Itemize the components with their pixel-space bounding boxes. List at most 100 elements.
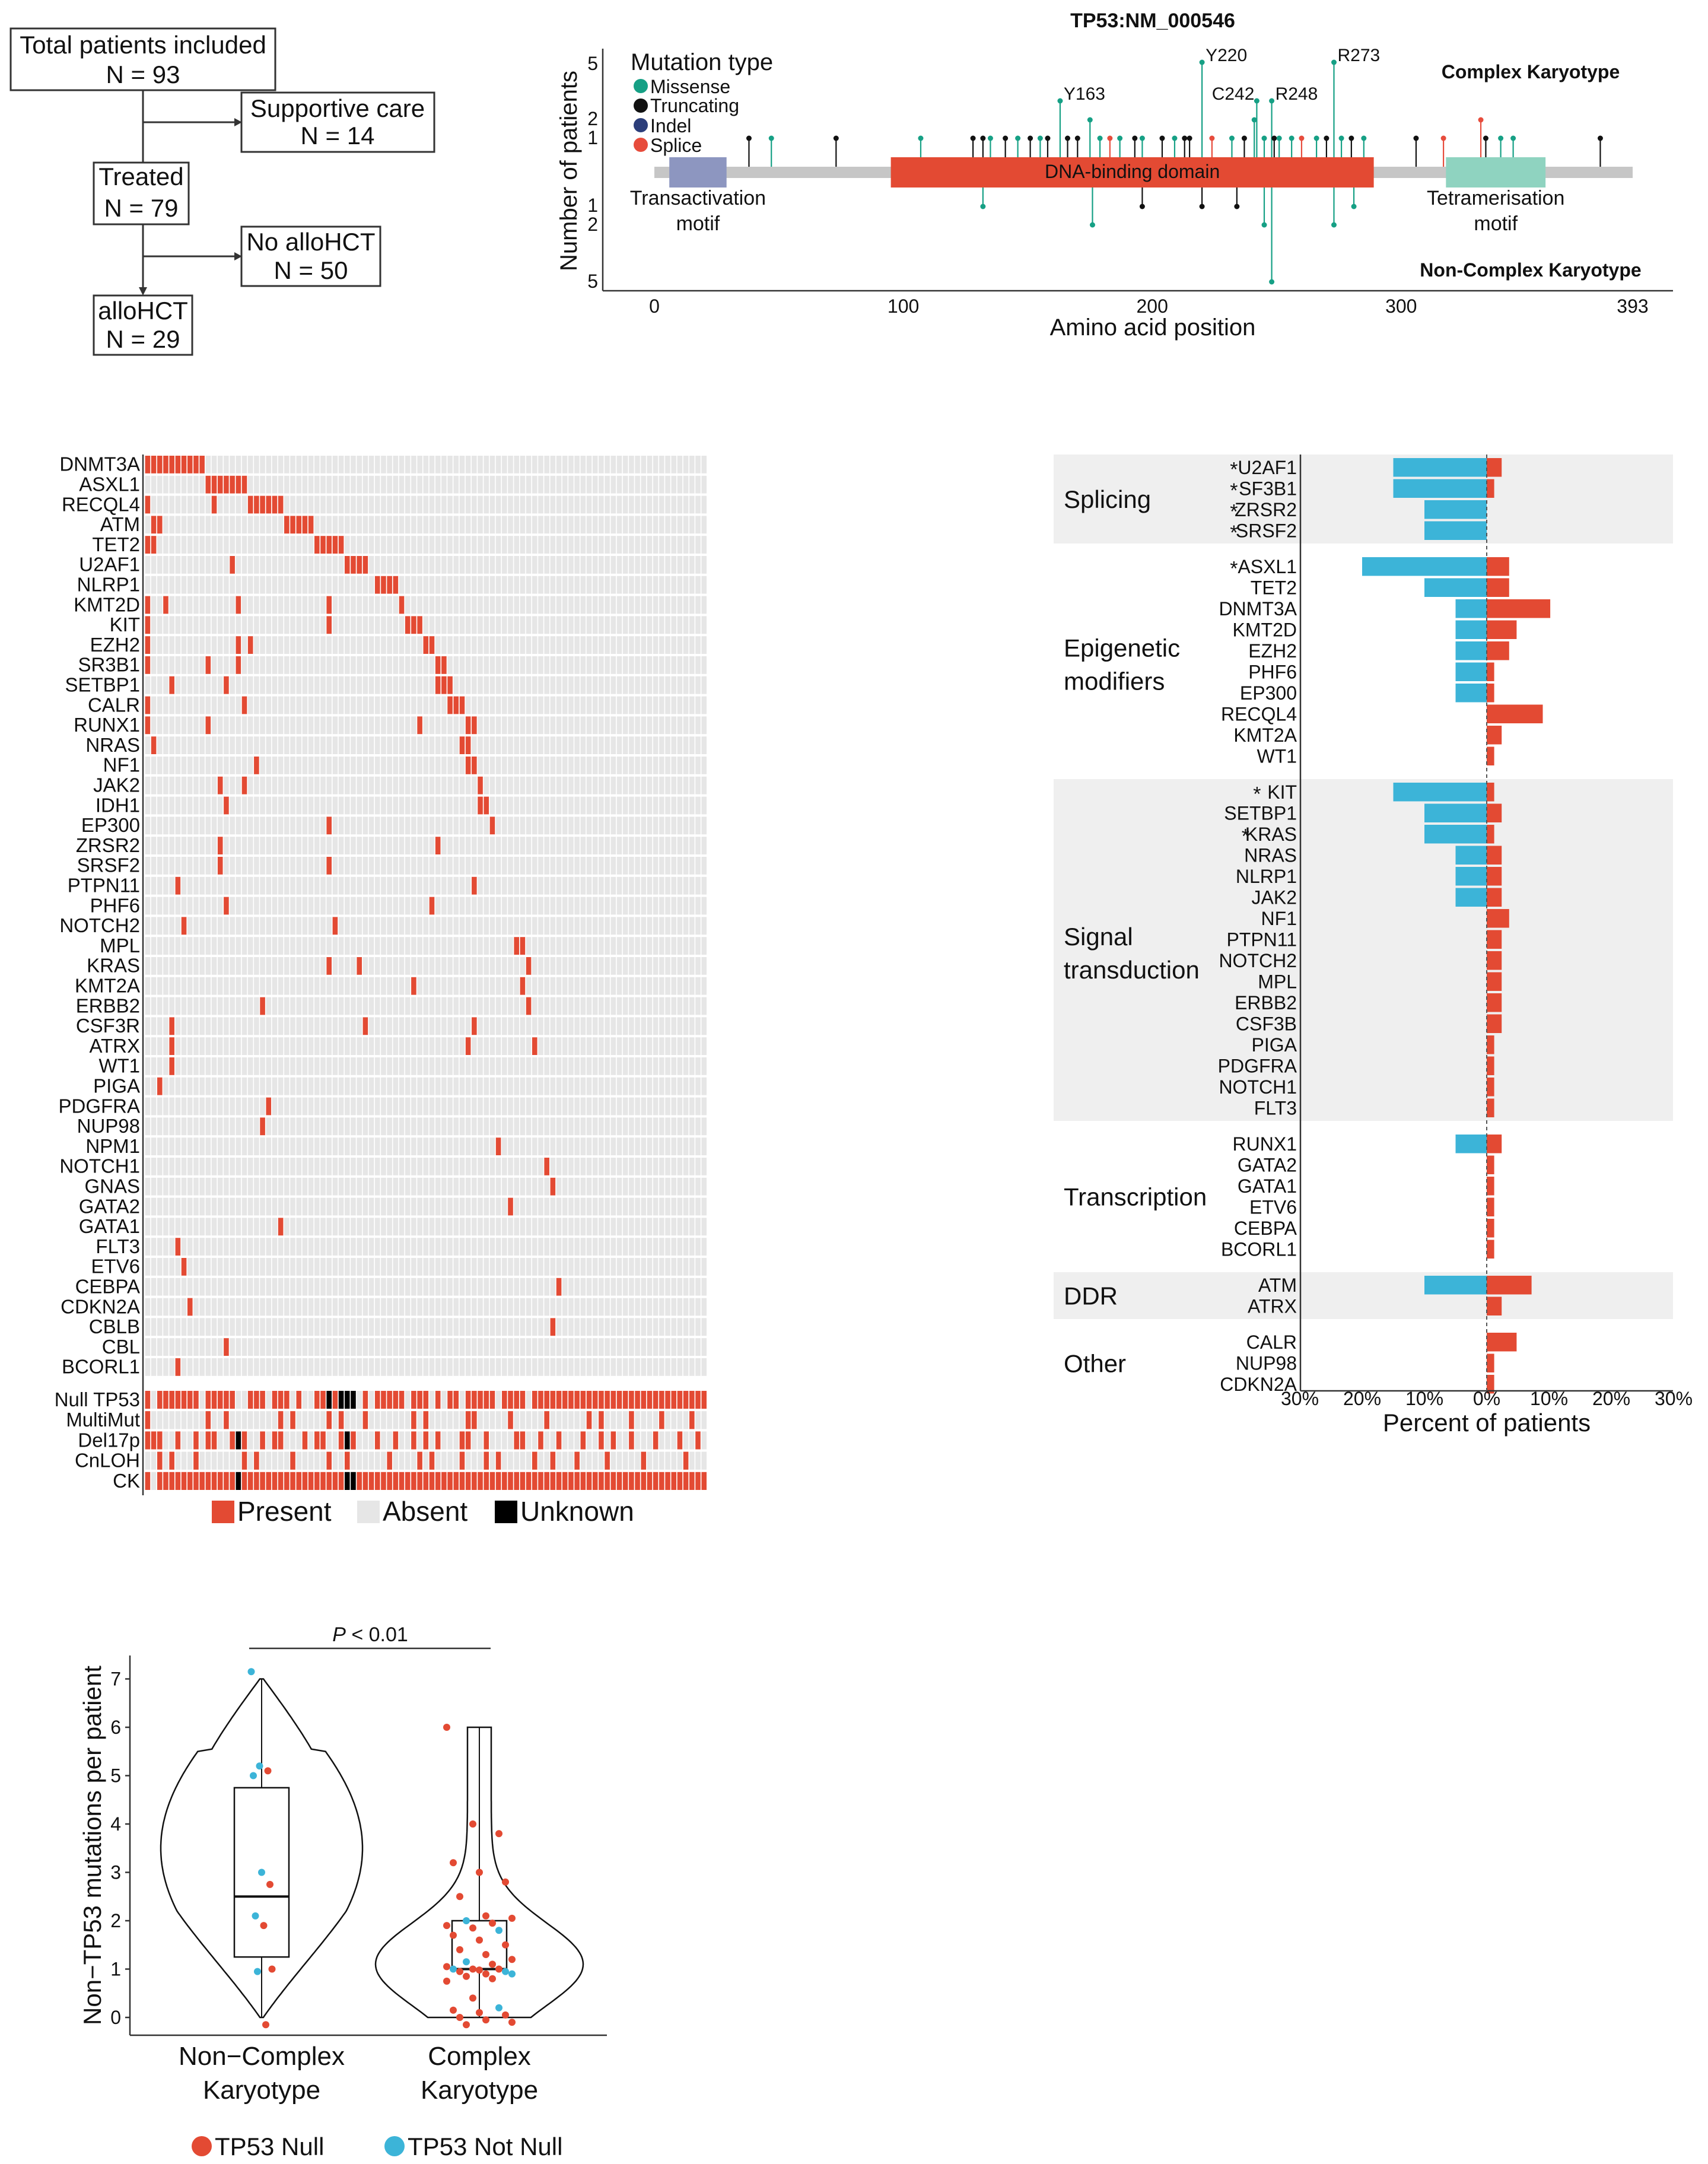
- feature-cell: [399, 1391, 405, 1409]
- oncoprint-cell: [163, 736, 168, 754]
- oncoprint-cell: [314, 857, 320, 875]
- oncoprint-cell: [532, 917, 537, 935]
- oncoprint-cell: [526, 1017, 532, 1035]
- oncoprint-cell: [484, 937, 489, 955]
- oncoprint-cell: [629, 1238, 634, 1256]
- oncoprint-cell: [562, 1037, 568, 1055]
- oncoprint-cell: [683, 1097, 689, 1116]
- feature-cell: [508, 1472, 513, 1490]
- oncoprint-cell: [647, 1097, 653, 1116]
- feature-cell: [629, 1391, 634, 1409]
- oncoprint-cell: [338, 475, 344, 494]
- oncoprint-cell: [157, 1137, 163, 1155]
- oncoprint-cell: [568, 1238, 574, 1256]
- oncoprint-cell: [260, 1158, 265, 1175]
- oncoprint-cell: [351, 495, 356, 514]
- feature-cell: [683, 1472, 689, 1490]
- feature-cell: [260, 1411, 265, 1429]
- oncoprint-cell: [677, 1338, 683, 1356]
- feature-cell: [145, 1431, 151, 1450]
- oncoprint-cell: [381, 1358, 386, 1376]
- oncoprint-cell: [592, 776, 598, 795]
- oncoprint-cell: [374, 736, 380, 754]
- oncoprint-cell: [387, 1318, 392, 1336]
- oncoprint-cell: [230, 616, 235, 634]
- oncoprint-cell: [447, 636, 453, 654]
- oncoprint-cell: [151, 576, 157, 594]
- oncoprint-cell: [357, 757, 362, 774]
- oncoprint-cell: [411, 1197, 416, 1216]
- oncoprint-cell: [647, 475, 653, 494]
- oncoprint-cell: [659, 957, 664, 975]
- oncoprint-cell: [374, 1017, 380, 1035]
- oncoprint-cell: [701, 716, 707, 735]
- oncoprint-cell: [411, 837, 416, 854]
- oncoprint-cell: [592, 997, 598, 1015]
- oncoprint-cell: [544, 1177, 549, 1196]
- oncoprint-cell: [502, 997, 507, 1015]
- oncoprint-cell: [647, 536, 653, 554]
- oncoprint-cell: [695, 616, 701, 634]
- oncoprint-cell: [357, 897, 362, 915]
- oncoprint-cell: [205, 1278, 211, 1296]
- oncoprint-cell: [435, 636, 441, 654]
- oncoprint-cell: [495, 636, 501, 654]
- oncoprint-cell: [447, 837, 453, 854]
- oncoprint-cell: [526, 796, 532, 815]
- oncoprint-cell: [236, 495, 241, 514]
- oncoprint-cell: [247, 1097, 253, 1116]
- oncoprint-cell: [187, 1218, 193, 1236]
- oncoprint-cell: [622, 475, 628, 494]
- oncoprint-cell: [314, 876, 320, 895]
- oncoprint-cell: [580, 1218, 586, 1236]
- oncoprint-cell: [374, 596, 380, 614]
- oncoprint-cell: [659, 636, 664, 654]
- oncoprint-cell: [241, 1017, 247, 1035]
- oncoprint-cell: [435, 937, 441, 955]
- oncoprint-cell: [562, 1117, 568, 1136]
- oncoprint-cell: [647, 636, 653, 654]
- oncoprint-cell: [447, 1318, 453, 1336]
- feature-cell: [544, 1472, 549, 1490]
- feature-cell: [550, 1451, 556, 1470]
- oncoprint-cell: [423, 536, 429, 554]
- oncoprint-cell: [599, 977, 604, 995]
- oncoprint-cell: [338, 495, 344, 514]
- feature-cell: [683, 1431, 689, 1450]
- oncoprint-cell: [193, 876, 199, 895]
- oncoprint-cell: [247, 977, 253, 995]
- oncoprint-cell: [453, 1358, 459, 1376]
- oncoprint-cell: [647, 937, 653, 955]
- oncoprint-cell: [683, 1077, 689, 1095]
- oncoprint-cell: [399, 1338, 405, 1356]
- oncoprint-cell: [465, 1298, 471, 1316]
- mutation-dot-bottom: [1199, 204, 1205, 209]
- oncoprint-cell: [374, 1077, 380, 1095]
- oncoprint-cell: [616, 1318, 622, 1336]
- feature-cell: [405, 1411, 411, 1429]
- oncoprint-cell: [175, 897, 181, 915]
- oncoprint-cell: [151, 1097, 157, 1116]
- oncoprint-cell: [302, 1258, 308, 1276]
- oncoprint-cell: [320, 776, 326, 795]
- oncoprint-cell: [393, 576, 399, 594]
- oncoprint-cell: [659, 876, 664, 895]
- oncoprint-cell: [520, 1278, 526, 1296]
- oncoprint-cell: [151, 837, 157, 854]
- oncoprint-cell: [665, 716, 670, 735]
- oncoprint-cell: [193, 1158, 199, 1175]
- oncoprint-cell: [368, 977, 374, 995]
- oncoprint-cell: [544, 556, 549, 574]
- oncoprint-cell: [459, 917, 465, 935]
- oncoprint-cell: [484, 776, 489, 795]
- oncoprint-cell: [592, 1017, 598, 1035]
- oncoprint-cell: [357, 997, 362, 1015]
- oncoprint-cell: [459, 876, 465, 895]
- oncoprint-cell: [580, 1037, 586, 1055]
- feature-cell: [677, 1472, 683, 1490]
- oncoprint-cell: [459, 997, 465, 1015]
- oncoprint-cell: [217, 1077, 223, 1095]
- oncoprint-cell: [417, 1177, 422, 1196]
- feature-cell: [320, 1431, 326, 1450]
- oncoprint-cell: [357, 1177, 362, 1196]
